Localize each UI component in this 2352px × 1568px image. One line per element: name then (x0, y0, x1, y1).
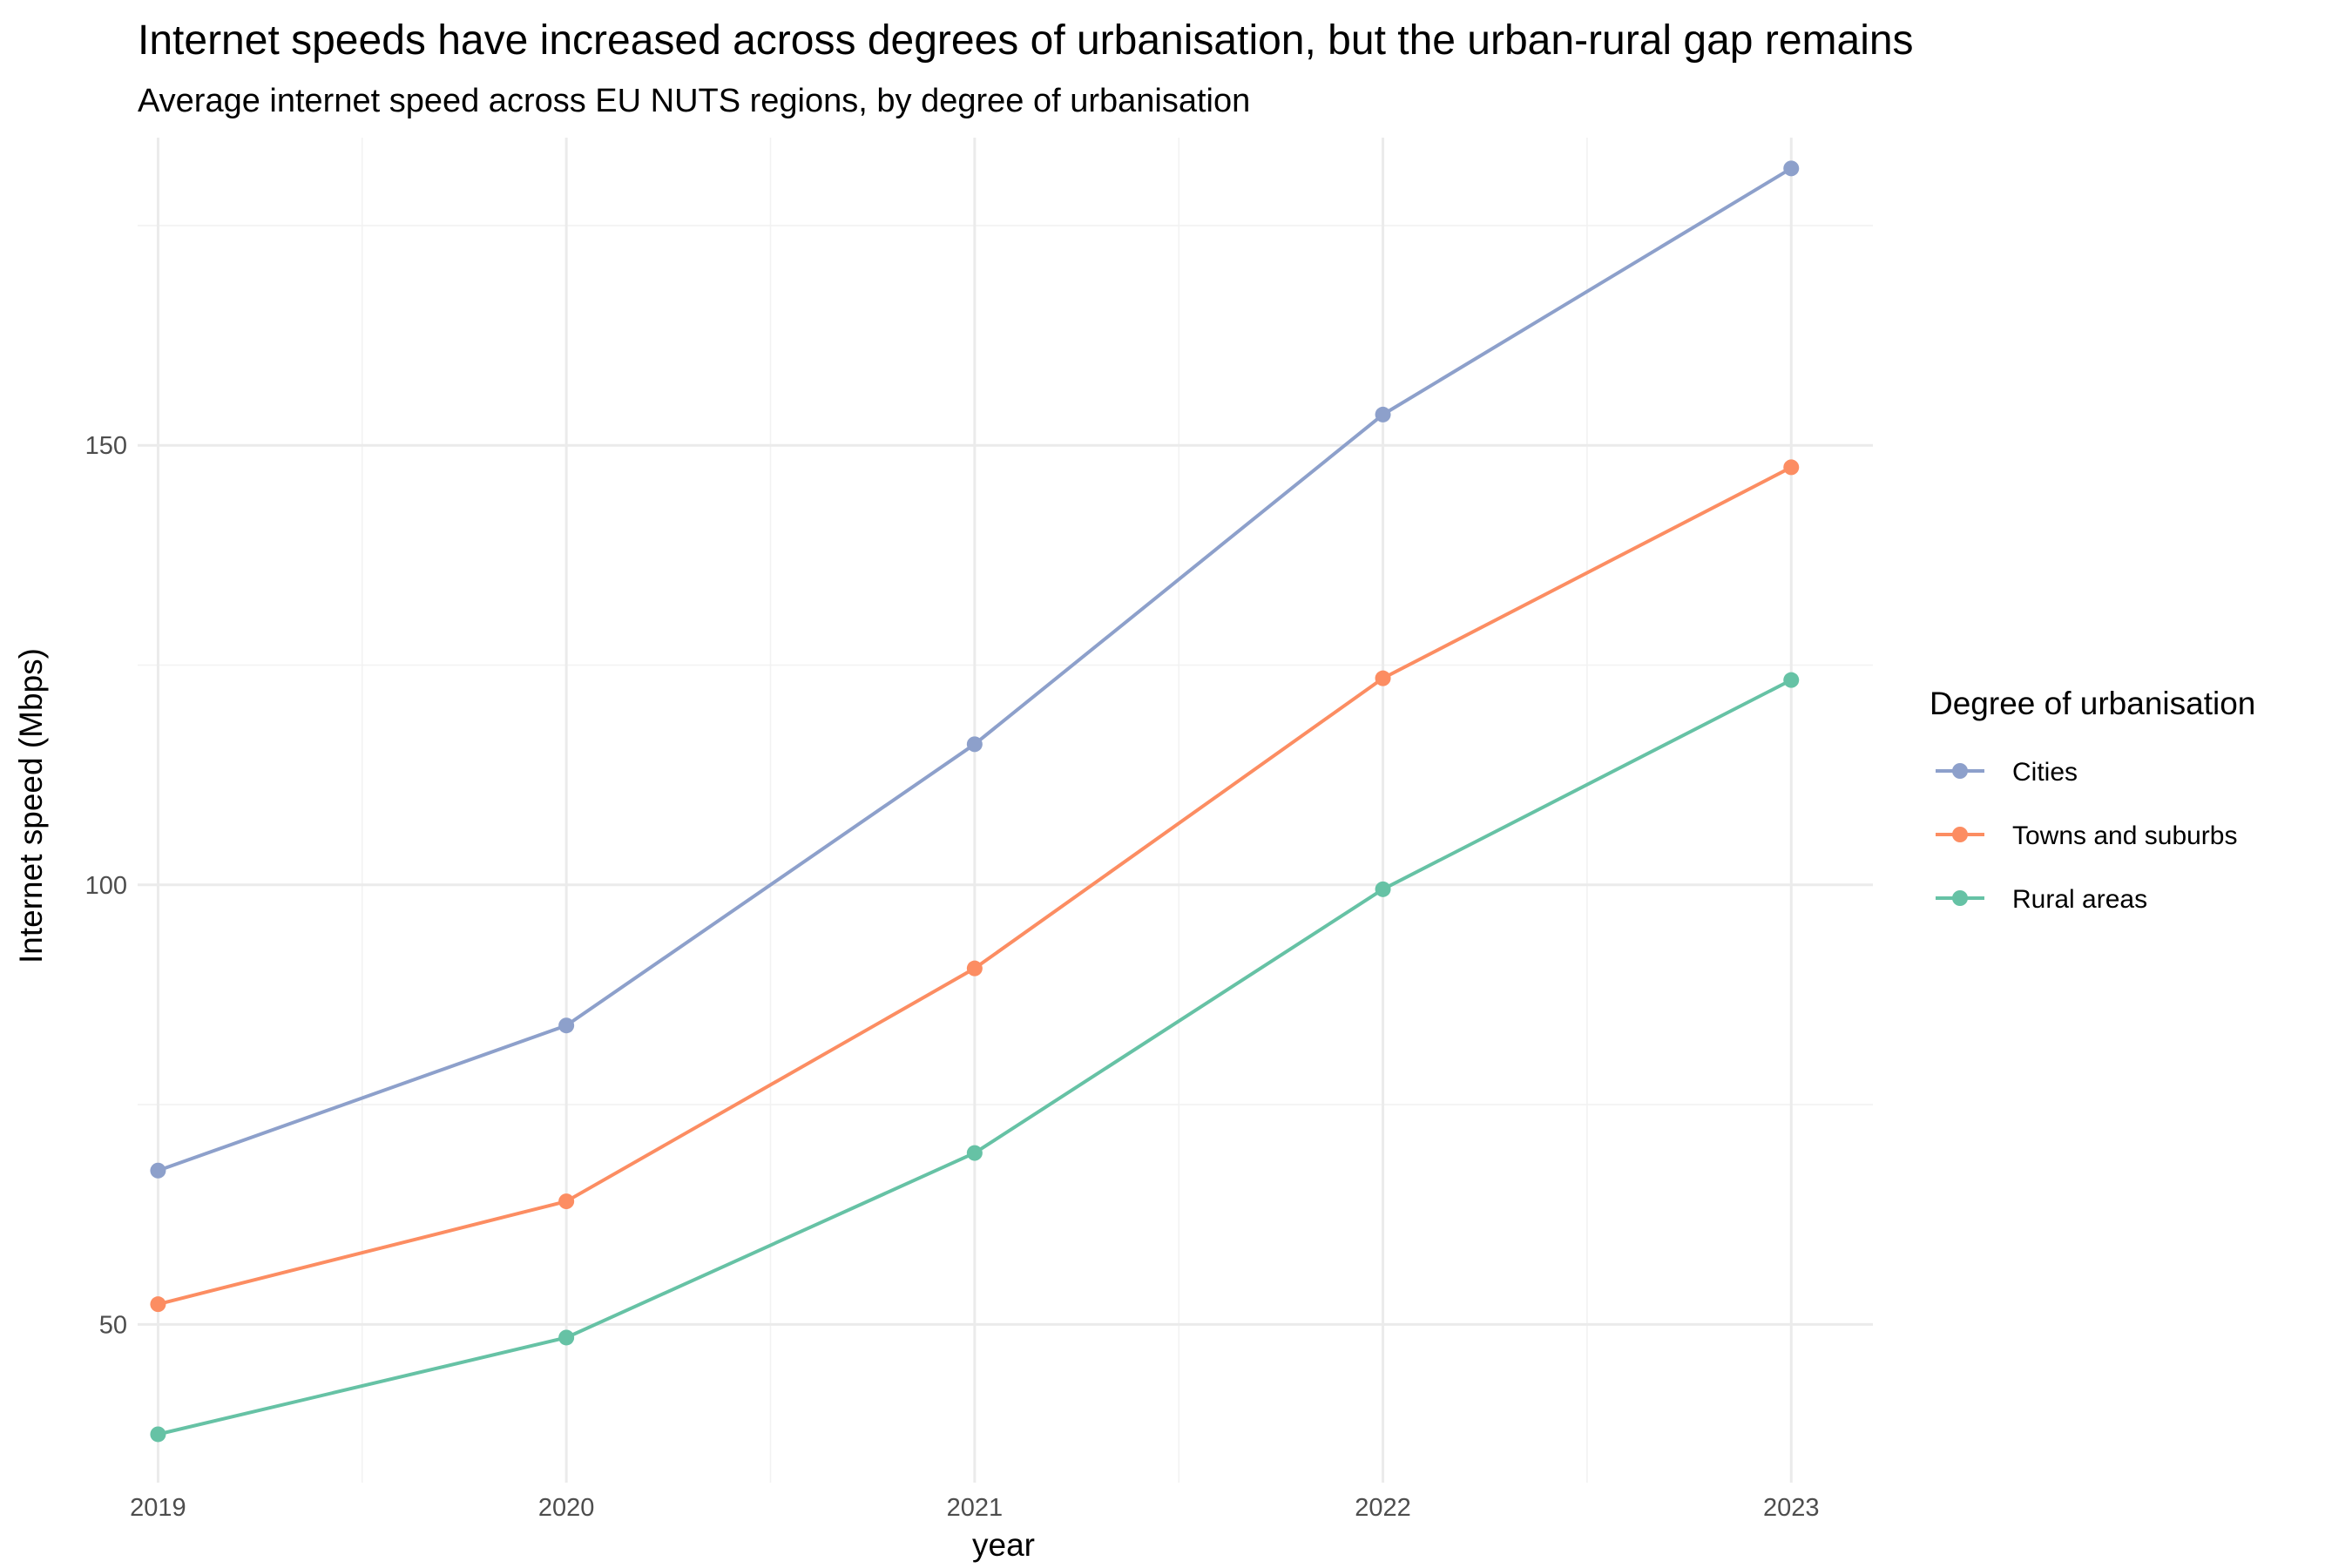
legend-label: Cities (2012, 758, 2078, 787)
data-point-cities (150, 1162, 166, 1179)
legend-item-rural-areas: Rural areas (1936, 885, 2147, 914)
legend-title: Degree of urbanisation (1930, 686, 2255, 721)
legend-key-marker (1952, 827, 1968, 842)
data-point-cities (1375, 406, 1391, 422)
data-point-cities (966, 736, 983, 753)
series-towns-and-suburbs (150, 459, 1800, 1313)
data-point-towns-and-suburbs (966, 960, 983, 977)
y-tick-label: 100 (85, 872, 127, 900)
data-point-towns-and-suburbs (1375, 670, 1391, 686)
data-point-towns-and-suburbs (558, 1193, 575, 1210)
axes: 50 100 150 2019 2020 2021 2022 2023 (85, 432, 1820, 1522)
data-point-rural-areas (1375, 881, 1391, 897)
legend-key-marker (1952, 763, 1968, 779)
x-tick-label: 2021 (947, 1494, 1004, 1522)
chart-title: Internet speeds have increased across de… (138, 17, 1914, 64)
data-point-rural-areas (966, 1145, 983, 1161)
data-point-rural-areas (1783, 672, 1800, 688)
x-tick-label: 2022 (1355, 1494, 1411, 1522)
data-point-rural-areas (150, 1426, 166, 1443)
legend-item-towns-and-suburbs: Towns and suburbs (1936, 821, 2238, 850)
x-tick-label: 2020 (538, 1494, 595, 1522)
legend-items: Cities Towns and suburbs Rural areas (1936, 758, 2238, 914)
data-point-cities (558, 1017, 575, 1034)
series-cities (150, 160, 1800, 1179)
legend-key-marker (1952, 890, 1968, 906)
x-axis-title: year (972, 1527, 1035, 1563)
series-rural-areas (150, 672, 1800, 1443)
legend-label: Towns and suburbs (2012, 821, 2238, 850)
chart-subtitle: Average internet speed across EU NUTS re… (138, 83, 1250, 119)
x-tick-label: 2023 (1763, 1494, 1820, 1522)
series-layer (150, 160, 1800, 1443)
y-tick-label: 50 (99, 1311, 127, 1339)
legend: Degree of urbanisation Cities Towns and s… (1930, 686, 2255, 914)
data-point-towns-and-suburbs (1783, 459, 1800, 476)
data-point-rural-areas (558, 1329, 575, 1346)
legend-label: Rural areas (2012, 885, 2147, 914)
y-axis-title: Internet speed (Mbps) (13, 648, 49, 963)
y-tick-label: 150 (85, 432, 127, 460)
grid (138, 138, 1873, 1483)
legend-item-cities: Cities (1936, 758, 2078, 787)
data-point-towns-and-suburbs (150, 1296, 166, 1313)
x-tick-label: 2019 (130, 1494, 186, 1522)
data-point-cities (1783, 160, 1800, 177)
